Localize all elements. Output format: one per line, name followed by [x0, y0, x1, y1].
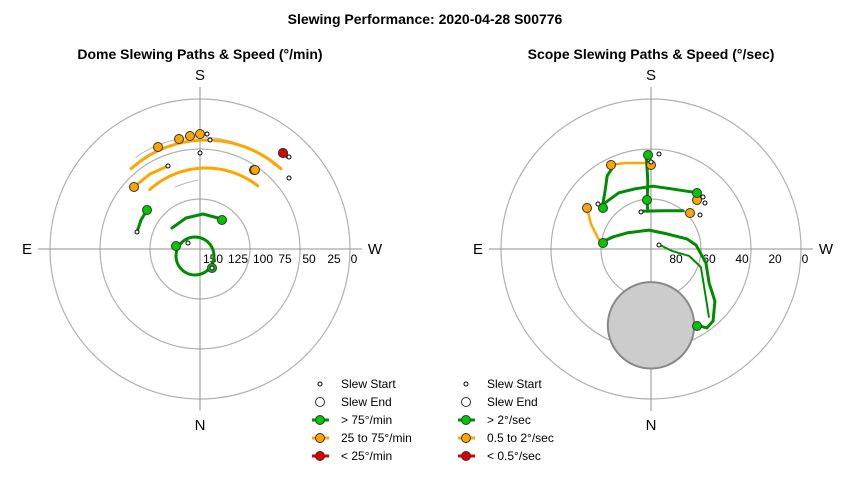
scope-slew-end — [642, 195, 652, 205]
scope-slew-start — [700, 194, 706, 200]
scope-tick-label: 20 — [768, 252, 782, 266]
dome-slew-start — [204, 131, 210, 137]
legend-marker-orange — [461, 433, 471, 443]
dome-radial-ticks: 150 125 100 75 50 25 0 — [203, 252, 358, 266]
dome-chart-title: Dome Slewing Paths & Speed (°/min) — [77, 46, 322, 62]
scope-path-green — [601, 184, 698, 206]
legend-label: Slew End — [487, 395, 538, 409]
dome-slew-start — [197, 150, 203, 156]
scope-path-green — [657, 243, 710, 318]
legend-label: > 75°/min — [341, 413, 392, 427]
dome-tick-label: 25 — [327, 252, 341, 266]
scope-legend: Slew Start Slew End > 2°/sec 0.5 to 2°/sec <… — [458, 377, 554, 463]
scope-slew-start — [656, 151, 662, 157]
scope-tick-label: 80 — [669, 252, 683, 266]
dome-slew-end — [278, 148, 288, 158]
legend-start-symbol — [463, 381, 469, 387]
legend-label: < 25°/min — [341, 449, 392, 463]
scope-slew-start — [638, 209, 644, 215]
dome-slew-end — [185, 131, 195, 141]
dome-path-orange — [148, 166, 260, 192]
scope-slew-end — [692, 188, 702, 198]
legend-end-symbol — [461, 397, 471, 407]
scope-dir-s: S — [646, 67, 656, 84]
legend-label: 0.5 to 2°/sec — [487, 431, 554, 445]
scope-slew-start — [656, 242, 662, 248]
dome-slew-end — [171, 241, 181, 251]
dome-tick-label: 125 — [228, 252, 248, 266]
dome-slew-start — [185, 240, 191, 246]
scope-chart-title: Scope Slewing Paths & Speed (°/sec) — [528, 46, 775, 62]
scope-slew-start — [702, 200, 708, 206]
dome-dir-s: S — [195, 67, 205, 84]
legend-label: > 2°/sec — [487, 413, 531, 427]
scope-radial-ticks: 80 60 40 20 0 — [669, 252, 808, 266]
legend-label: < 0.5°/sec — [487, 449, 541, 463]
scope-slew-start — [648, 159, 654, 165]
dome-dir-w: W — [368, 241, 383, 258]
dome-tick-label: 75 — [278, 252, 292, 266]
dome-slew-paths — [129, 129, 292, 277]
legend-marker-green — [461, 415, 471, 425]
page-title: Slewing Performance: 2020-04-28 S00776 — [288, 11, 563, 27]
scope-slew-end — [692, 321, 702, 331]
dome-path-orange — [132, 164, 170, 189]
dome-slew-start — [286, 154, 292, 160]
dome-slew-start — [165, 163, 171, 169]
scope-path-green — [600, 228, 717, 330]
dome-slew-end — [174, 134, 184, 144]
dome-dir-n: N — [195, 417, 206, 434]
dome-tick-label: 100 — [253, 252, 273, 266]
dome-chart: Dome Slewing Paths & Speed (°/min) 150 12… — [22, 46, 412, 463]
scope-slew-end — [606, 160, 616, 170]
scope-slew-end — [598, 238, 608, 248]
legend-marker-red — [315, 451, 325, 461]
legend-marker-orange — [315, 433, 325, 443]
dome-slew-end — [129, 182, 139, 192]
dome-slew-start — [209, 265, 215, 271]
scope-slew-start — [595, 201, 601, 207]
dome-slew-end — [142, 205, 152, 215]
dome-dir-e: E — [22, 241, 32, 258]
scope-tick-label: 0 — [802, 252, 809, 266]
scope-slew-end — [643, 150, 653, 160]
scope-slew-end — [598, 203, 608, 213]
dome-path-green — [170, 212, 220, 230]
moon-icon — [606, 281, 696, 370]
scope-slew-paths — [582, 150, 717, 331]
scope-slew-start — [697, 212, 703, 218]
scope-dir-n: N — [646, 417, 657, 434]
legend-label: Slew Start — [487, 377, 542, 391]
scope-dir-w: W — [819, 241, 834, 258]
scope-tick-label: 40 — [735, 252, 749, 266]
dome-legend: Slew Start Slew End > 75°/min 25 to 75°/min… — [312, 377, 412, 463]
legend-label: Slew Start — [341, 377, 396, 391]
scope-slew-end — [582, 203, 592, 213]
dome-slew-end — [153, 142, 163, 152]
dome-path-trail — [174, 179, 199, 188]
dome-tick-label: 50 — [302, 252, 316, 266]
legend-label: 25 to 75°/min — [341, 431, 412, 445]
dome-slew-start — [134, 229, 140, 235]
legend-marker-green — [315, 415, 325, 425]
dome-slew-start — [286, 175, 292, 181]
dome-slew-end — [217, 215, 227, 225]
legend-start-symbol — [317, 381, 323, 387]
scope-path-orange — [609, 161, 650, 167]
scope-dir-e: E — [473, 241, 483, 258]
dome-slew-end — [195, 129, 205, 139]
legend-marker-red — [461, 451, 471, 461]
scope-slew-end — [685, 208, 695, 218]
dome-slew-start — [207, 137, 213, 143]
scope-chart: Scope Slewing Paths & Speed (°/sec) 80 60… — [458, 46, 834, 463]
legend-label: Slew End — [341, 395, 392, 409]
dome-path-orange — [129, 138, 283, 171]
dome-tick-label: 0 — [351, 252, 358, 266]
moon-disc — [606, 281, 696, 370]
dome-slew-end — [250, 165, 260, 175]
legend-end-symbol — [315, 397, 325, 407]
